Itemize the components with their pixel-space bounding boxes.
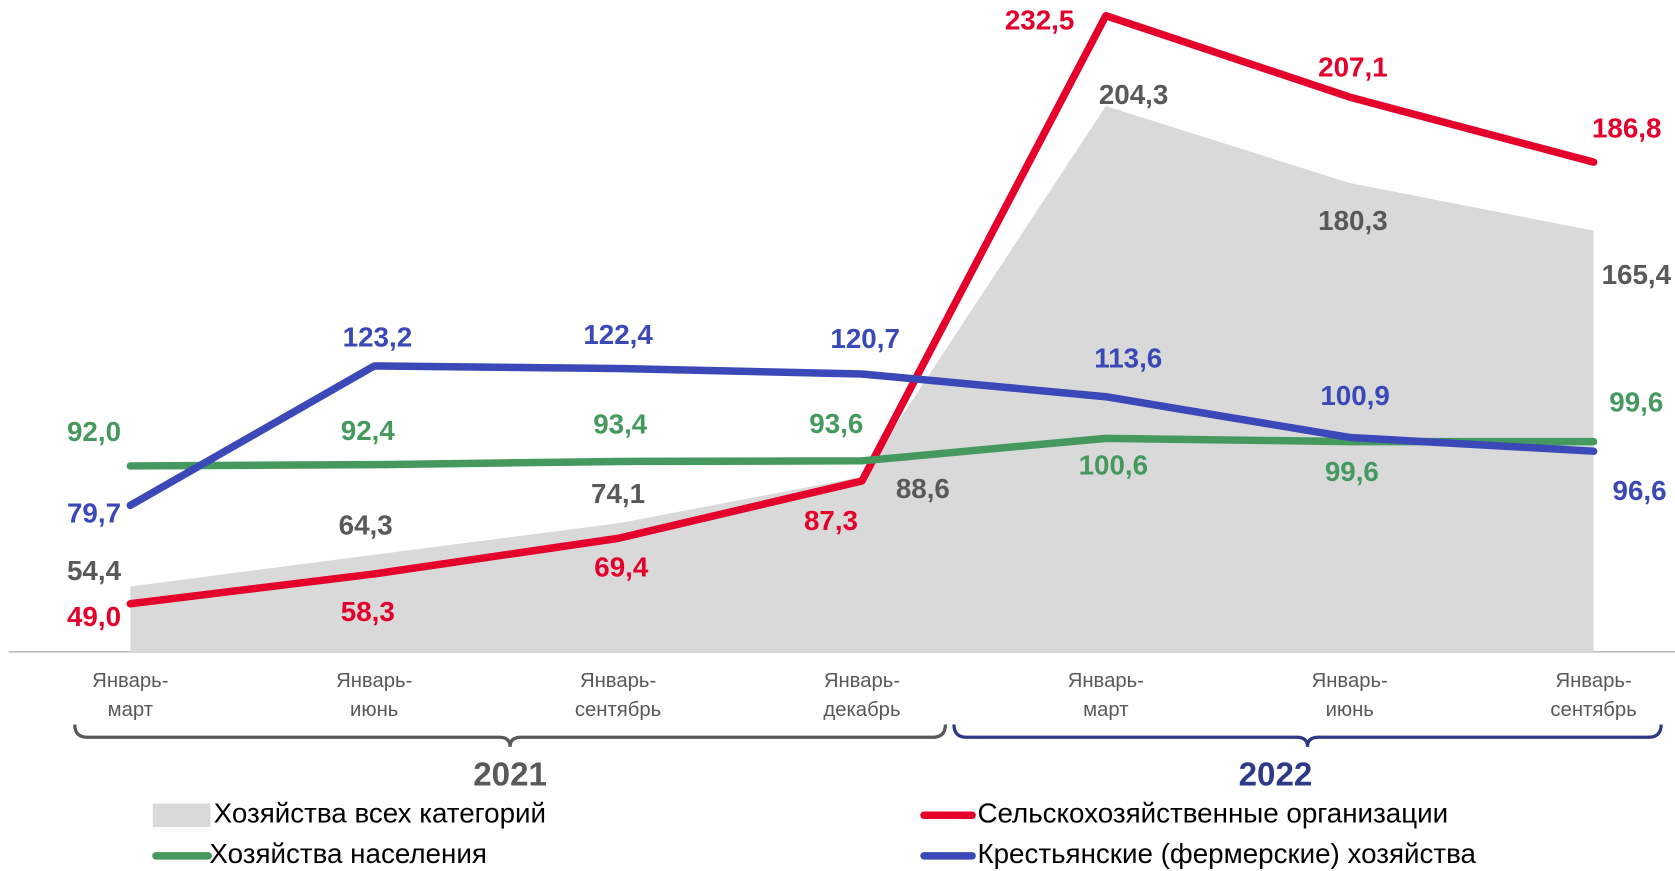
- legend-label: Сельскохозяйственные организации: [977, 798, 1448, 829]
- value-label: 64,3: [339, 509, 393, 540]
- group-label: 2022: [1239, 757, 1313, 794]
- value-label: 99,6: [1609, 387, 1663, 418]
- value-label: 232,5: [1005, 4, 1074, 35]
- value-label: 180,3: [1318, 205, 1387, 236]
- legend-label: Хозяйства всех категорий: [214, 798, 546, 829]
- area: [130, 106, 1594, 652]
- x-tick-label: Январь-: [824, 670, 900, 692]
- legend-swatch: [152, 803, 211, 828]
- x-tick-label: Январь-: [1312, 670, 1388, 692]
- value-label: 58,3: [341, 596, 395, 627]
- value-label: 186,8: [1592, 112, 1661, 143]
- x-tick-label: сентябрь: [575, 699, 661, 721]
- x-tick-label: март: [108, 699, 153, 721]
- value-label: 54,4: [67, 555, 122, 586]
- value-label: 100,6: [1079, 450, 1148, 481]
- value-label: 123,2: [343, 322, 412, 353]
- x-tick-label: Январь-: [336, 670, 412, 692]
- x-tick-label: март: [1083, 699, 1128, 721]
- legend-label: Хозяйства населения: [209, 838, 487, 869]
- value-label: 92,0: [67, 416, 121, 447]
- x-tick-label: сентябрь: [1550, 699, 1636, 721]
- x-tick-label: Январь-: [1555, 670, 1631, 692]
- x-tick-label: июнь: [1326, 699, 1374, 721]
- x-tick-label: декабрь: [823, 699, 900, 721]
- value-label: 96,6: [1613, 475, 1667, 506]
- group-label: 2021: [473, 757, 547, 794]
- value-label: 69,4: [594, 552, 649, 583]
- line: [126, 362, 1598, 510]
- x-tick-label: Январь-: [580, 670, 656, 692]
- x-tick-label: июнь: [350, 699, 398, 721]
- value-label: 99,6: [1325, 456, 1379, 487]
- value-label: 100,9: [1320, 380, 1389, 411]
- value-label: 88,6: [896, 473, 950, 504]
- value-label: 92,4: [341, 415, 396, 446]
- value-label: 93,6: [809, 408, 863, 439]
- value-label: 49,0: [67, 601, 121, 632]
- group-brace: [952, 724, 1663, 747]
- group-brace: [73, 724, 947, 747]
- value-label: 207,1: [1318, 52, 1387, 83]
- value-label: 87,3: [804, 505, 858, 536]
- x-tick-label: Январь-: [1068, 670, 1144, 692]
- legend-label: Крестьянские (фермерские) хозяйства: [977, 838, 1476, 869]
- value-label: 93,4: [593, 409, 648, 440]
- value-label: 204,3: [1099, 79, 1168, 110]
- value-label: 165,4: [1602, 259, 1672, 290]
- value-label: 79,7: [67, 497, 121, 528]
- value-label: 122,4: [583, 319, 653, 350]
- x-tick-label: Январь-: [92, 670, 168, 692]
- value-label: 74,1: [591, 478, 645, 509]
- value-label: 120,7: [830, 323, 899, 354]
- value-label: 113,6: [1094, 343, 1162, 374]
- line: [126, 11, 1598, 608]
- line: [126, 434, 1598, 470]
